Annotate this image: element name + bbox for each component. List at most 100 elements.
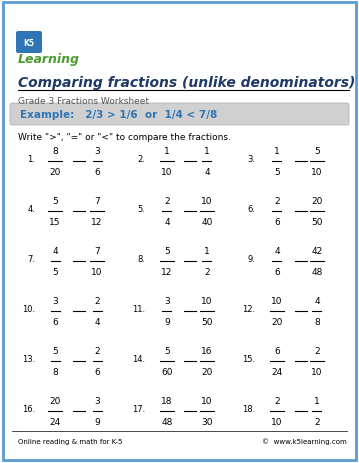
Text: 2: 2 bbox=[314, 417, 320, 426]
Text: 1: 1 bbox=[204, 246, 210, 256]
Text: 8: 8 bbox=[52, 367, 58, 376]
Text: 40: 40 bbox=[201, 218, 213, 226]
Text: 6: 6 bbox=[274, 218, 280, 226]
Text: ©  www.k5learning.com: © www.k5learning.com bbox=[262, 438, 347, 444]
Text: 6: 6 bbox=[274, 346, 280, 355]
Text: 3: 3 bbox=[52, 296, 58, 305]
Text: 12: 12 bbox=[161, 268, 173, 276]
Text: 4: 4 bbox=[204, 168, 210, 176]
Text: 8: 8 bbox=[52, 147, 58, 156]
Text: 18: 18 bbox=[161, 396, 173, 405]
Text: 3: 3 bbox=[164, 296, 170, 305]
Text: 3: 3 bbox=[94, 396, 100, 405]
Text: 48: 48 bbox=[161, 417, 173, 426]
Text: 2: 2 bbox=[94, 296, 100, 305]
Text: 15.: 15. bbox=[242, 355, 255, 364]
Text: 17.: 17. bbox=[132, 405, 145, 413]
Text: 4: 4 bbox=[94, 317, 100, 326]
Text: 50: 50 bbox=[311, 218, 323, 226]
Text: 5: 5 bbox=[164, 246, 170, 256]
Text: 5: 5 bbox=[52, 346, 58, 355]
FancyBboxPatch shape bbox=[10, 104, 349, 126]
Text: 9: 9 bbox=[164, 317, 170, 326]
Text: 5: 5 bbox=[52, 268, 58, 276]
Text: 20: 20 bbox=[49, 168, 61, 176]
Text: Example:   2/3 > 1/6  or  1/4 < 7/8: Example: 2/3 > 1/6 or 1/4 < 7/8 bbox=[20, 110, 217, 120]
Text: 5.: 5. bbox=[137, 205, 145, 214]
Text: 2.: 2. bbox=[137, 155, 145, 164]
Text: 10.: 10. bbox=[22, 305, 35, 314]
Text: 11.: 11. bbox=[132, 305, 145, 314]
Text: 10: 10 bbox=[271, 296, 283, 305]
Text: 1.: 1. bbox=[27, 155, 35, 164]
FancyBboxPatch shape bbox=[3, 3, 356, 460]
Text: 30: 30 bbox=[201, 417, 213, 426]
Text: 2: 2 bbox=[314, 346, 320, 355]
Text: 9.: 9. bbox=[247, 255, 255, 264]
Text: 2: 2 bbox=[274, 197, 280, 206]
Text: 3.: 3. bbox=[247, 155, 255, 164]
Text: 3: 3 bbox=[94, 147, 100, 156]
Text: K5: K5 bbox=[23, 38, 34, 47]
Text: 5: 5 bbox=[314, 147, 320, 156]
Text: 24: 24 bbox=[271, 367, 283, 376]
Text: Write ">", "=" or "<" to compare the fractions.: Write ">", "=" or "<" to compare the fra… bbox=[18, 133, 231, 142]
Text: 10: 10 bbox=[271, 417, 283, 426]
Text: 20: 20 bbox=[271, 317, 283, 326]
Text: 1: 1 bbox=[164, 147, 170, 156]
Text: 1: 1 bbox=[314, 396, 320, 405]
Text: Comparing fractions (unlike denominators): Comparing fractions (unlike denominators… bbox=[18, 76, 355, 90]
Text: Learning: Learning bbox=[18, 53, 80, 66]
Text: 9: 9 bbox=[94, 417, 100, 426]
Text: 6.: 6. bbox=[247, 205, 255, 214]
Text: 2: 2 bbox=[204, 268, 210, 276]
Text: 10: 10 bbox=[201, 197, 213, 206]
Text: 1: 1 bbox=[274, 147, 280, 156]
Text: 7.: 7. bbox=[27, 255, 35, 264]
Text: 16.: 16. bbox=[22, 405, 35, 413]
Text: 2: 2 bbox=[94, 346, 100, 355]
Text: 2: 2 bbox=[274, 396, 280, 405]
FancyBboxPatch shape bbox=[16, 32, 42, 54]
Text: 48: 48 bbox=[311, 268, 323, 276]
Text: 10: 10 bbox=[311, 168, 323, 176]
Text: 6: 6 bbox=[274, 268, 280, 276]
Text: 6: 6 bbox=[52, 317, 58, 326]
Text: 4.: 4. bbox=[27, 205, 35, 214]
Text: 8: 8 bbox=[314, 317, 320, 326]
Text: 5: 5 bbox=[164, 346, 170, 355]
Text: 1: 1 bbox=[204, 147, 210, 156]
Text: 10: 10 bbox=[311, 367, 323, 376]
Text: Online reading & math for K-5: Online reading & math for K-5 bbox=[18, 438, 122, 444]
Text: 6: 6 bbox=[94, 168, 100, 176]
Text: 4: 4 bbox=[164, 218, 170, 226]
Text: 13.: 13. bbox=[22, 355, 35, 364]
Text: 24: 24 bbox=[50, 417, 61, 426]
Text: 2: 2 bbox=[164, 197, 170, 206]
Text: 18.: 18. bbox=[242, 405, 255, 413]
Text: 16: 16 bbox=[201, 346, 213, 355]
Text: 20: 20 bbox=[49, 396, 61, 405]
Text: 10: 10 bbox=[91, 268, 103, 276]
Text: 10: 10 bbox=[161, 168, 173, 176]
Text: 20: 20 bbox=[311, 197, 323, 206]
Text: 7: 7 bbox=[94, 197, 100, 206]
Text: Grade 3 Fractions Worksheet: Grade 3 Fractions Worksheet bbox=[18, 97, 149, 106]
Text: 60: 60 bbox=[161, 367, 173, 376]
Text: 12.: 12. bbox=[242, 305, 255, 314]
Text: 14.: 14. bbox=[132, 355, 145, 364]
Text: 12: 12 bbox=[91, 218, 103, 226]
Text: 4: 4 bbox=[314, 296, 320, 305]
Text: 8.: 8. bbox=[137, 255, 145, 264]
Text: 20: 20 bbox=[201, 367, 213, 376]
Text: 4: 4 bbox=[274, 246, 280, 256]
Text: 6: 6 bbox=[94, 367, 100, 376]
Text: 15: 15 bbox=[49, 218, 61, 226]
Text: 5: 5 bbox=[274, 168, 280, 176]
Text: 5: 5 bbox=[52, 197, 58, 206]
Text: 7: 7 bbox=[94, 246, 100, 256]
Text: 50: 50 bbox=[201, 317, 213, 326]
Text: 4: 4 bbox=[52, 246, 58, 256]
Text: 10: 10 bbox=[201, 296, 213, 305]
Text: 10: 10 bbox=[201, 396, 213, 405]
